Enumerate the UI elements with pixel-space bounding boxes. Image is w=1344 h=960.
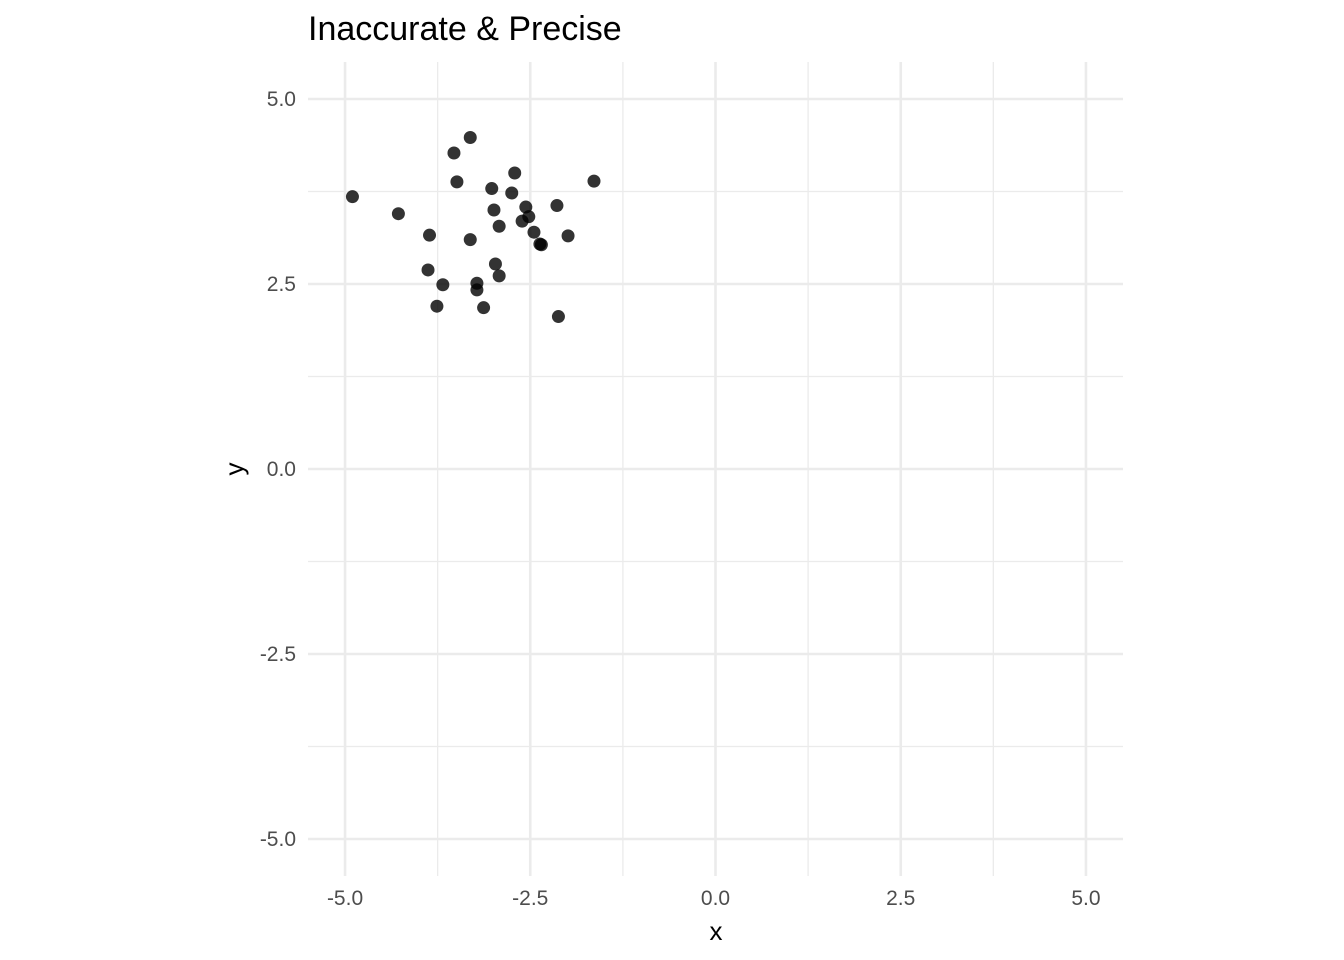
x-tick-label: -5.0: [327, 887, 363, 910]
data-point: [550, 199, 564, 213]
data-point: [477, 301, 491, 315]
x-axis-ticks: -5.0 -2.5 0.0 2.5 5.0: [327, 887, 1101, 910]
data-point: [505, 186, 519, 200]
data-point: [391, 207, 405, 221]
data-point: [488, 257, 502, 271]
data-point: [492, 219, 506, 233]
data-point: [508, 166, 522, 180]
data-point: [436, 278, 450, 292]
data-point: [534, 238, 548, 252]
data-points: [345, 130, 601, 324]
y-tick-label: 0.0: [267, 458, 296, 481]
data-point: [561, 229, 575, 243]
data-point: [447, 146, 461, 160]
data-point: [450, 175, 464, 189]
data-point: [430, 299, 444, 313]
x-tick-label: 5.0: [1071, 887, 1100, 910]
data-point: [492, 269, 506, 283]
data-point: [463, 233, 477, 247]
data-point: [487, 203, 501, 217]
x-tick-label: 0.0: [701, 887, 730, 910]
x-tick-label: 2.5: [886, 887, 915, 910]
data-point: [551, 310, 565, 324]
data-point: [463, 130, 477, 144]
chart-title: Inaccurate & Precise: [308, 10, 622, 48]
y-tick-label: 5.0: [267, 88, 296, 111]
data-point: [485, 182, 499, 196]
data-point: [587, 174, 601, 188]
y-tick-label: 2.5: [267, 273, 296, 296]
data-point: [423, 228, 437, 242]
data-point: [345, 190, 359, 204]
y-axis-title: y: [219, 463, 249, 476]
major-gridlines: [308, 62, 1123, 876]
x-axis-title: x: [710, 916, 723, 946]
y-tick-label: -2.5: [260, 643, 296, 666]
data-point: [522, 210, 536, 224]
data-point: [527, 225, 541, 239]
x-tick-label: -2.5: [512, 887, 548, 910]
y-axis-ticks: -5.0 -2.5 0.0 2.5 5.0: [260, 88, 296, 851]
data-point: [470, 283, 484, 297]
y-tick-label: -5.0: [260, 828, 296, 851]
data-point: [421, 263, 435, 277]
